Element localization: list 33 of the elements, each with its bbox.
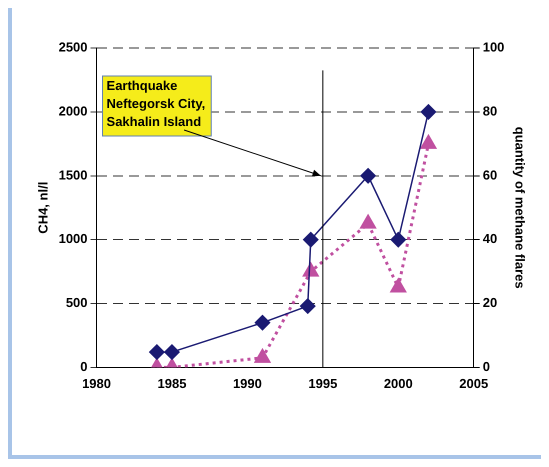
point (360, 215, 376, 229)
point (164, 344, 180, 360)
point (149, 344, 165, 360)
y-tick-label: 2500 (58, 40, 88, 55)
y-tick-label: 2000 (58, 103, 88, 118)
point (360, 168, 376, 184)
y2-tick-label: 0 (482, 358, 490, 374)
y-tick-label: 500 (66, 295, 88, 310)
y-tick-label: 1500 (58, 167, 88, 182)
y2-tick-label: 40 (482, 231, 498, 246)
point (254, 349, 270, 363)
x-tick-label: 1980 (82, 376, 111, 391)
point (300, 298, 316, 314)
point (390, 232, 406, 248)
y2-tick-label: 60 (482, 167, 498, 182)
y2-tick-label: 20 (482, 295, 498, 310)
point (303, 232, 319, 248)
point (420, 135, 436, 149)
annotation: Earthquake Neftegorsk City, Sakhalin Island (106, 78, 206, 130)
y2-tick-label: 80 (482, 103, 498, 118)
x-tick-label: 2005 (459, 376, 488, 391)
x-tick-label: 1985 (157, 376, 186, 391)
y-tick-label: 0 (80, 358, 88, 374)
y-axis-title: CH4, nl/l (35, 182, 50, 234)
x-tick-label: 1995 (308, 376, 338, 391)
x-tick-label: 2000 (384, 376, 413, 391)
y2-tick-label: 100 (482, 40, 504, 55)
x-tick-label: 1990 (232, 376, 262, 391)
y2-axis-title: quantity of methane flares (512, 126, 528, 289)
y-tick-label: 1000 (58, 231, 88, 246)
point (390, 279, 406, 293)
point (420, 104, 436, 120)
point (254, 314, 270, 330)
